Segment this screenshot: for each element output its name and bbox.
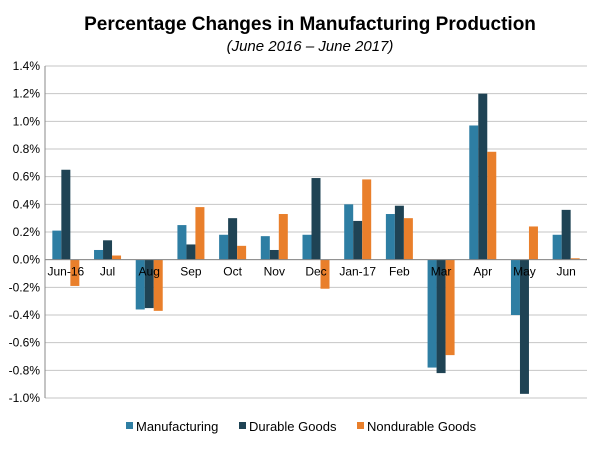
bar-nondurable-goods [195,207,205,260]
y-tick-label: -0.2% [9,280,41,294]
bar-durable-goods [269,249,279,260]
chart-subtitle: (June 2016 – June 2017) [227,38,394,55]
bar-durable-goods [186,244,196,260]
y-axis-ticks: -1.0% -0.8% -0.6% -0.4% -0.2% 0.0% 0.2% 0.4% 0.6… [9,59,41,405]
bar-manufacturing [177,225,187,260]
bars [52,93,580,394]
x-category-label: Apr [473,265,492,279]
bar-nondurable-goods [278,214,288,260]
x-category-label: Jun-16 [47,265,84,279]
bar-durable-goods [311,178,321,260]
bar-nondurable-goods [362,179,372,260]
x-category-label: Mar [431,265,452,279]
y-tick-label: 0.8% [13,142,41,156]
y-tick-label: 0.6% [13,170,41,184]
bar-nondurable-goods [70,259,80,286]
bar-durable-goods [61,169,71,260]
legend-swatch [357,422,364,429]
bar-nondurable-goods [403,218,413,260]
bar-nondurable-goods [445,259,455,356]
legend-swatch [126,422,133,429]
legend-label: Nondurable Goods [367,419,477,434]
x-category-label: Jun [556,265,575,279]
x-category-label: Oct [223,265,242,279]
bar-nondurable-goods [153,259,163,311]
bar-manufacturing [52,230,62,260]
bar-durable-goods [561,209,571,260]
category-labels: Jun-16 Jul Aug Sep Oct Nov Dec Jan-17 Feb Mar Apr M… [47,265,575,279]
legend-label: Manufacturing [136,419,218,434]
chart-title: Percentage Changes in Manufacturing Prod… [84,14,536,35]
legend-label: Durable Goods [249,419,337,434]
bar-durable-goods [228,218,238,260]
bar-manufacturing [219,234,229,260]
bar-nondurable-goods [320,259,330,289]
x-category-label: Jan-17 [339,265,376,279]
bar-durable-goods [103,240,113,260]
bar-durable-goods [144,259,154,309]
y-tick-label: 0.0% [13,253,41,267]
bar-manufacturing [302,234,312,260]
bar-nondurable-goods [487,151,497,260]
bar-manufacturing [94,249,104,260]
y-tick-label: -0.6% [9,336,41,350]
y-tick-label: 1.2% [13,87,41,101]
x-category-label: Sep [180,265,202,279]
legend-swatch [239,422,246,429]
y-tick-label: -0.4% [9,308,41,322]
bar-nondurable-goods [570,258,580,260]
x-category-label: Nov [264,265,285,279]
legend: Manufacturing Durable Goods Nondurable Goo… [126,419,477,434]
bar-manufacturing [510,259,520,315]
bar-manufacturing [469,125,479,260]
bar-durable-goods [478,93,488,260]
y-tick-label: -0.8% [9,363,41,377]
y-tick-label: 1.0% [13,114,41,128]
y-tick-label: 0.2% [13,225,41,239]
bar-manufacturing [260,236,270,260]
x-category-label: Aug [139,265,160,279]
x-category-label: Feb [389,265,410,279]
y-tick-label: -1.0% [9,391,41,405]
y-tick-label: 0.4% [13,197,41,211]
bar-nondurable-goods [112,255,122,260]
y-tick-label: 1.4% [13,59,41,73]
bar-manufacturing [385,214,395,260]
bar-manufacturing [344,204,354,260]
bar-durable-goods [353,220,363,260]
x-category-label: May [513,265,536,279]
x-category-label: Jul [100,265,115,279]
bar-durable-goods [394,205,404,260]
bar-durable-goods [436,259,446,374]
x-category-label: Dec [305,265,326,279]
bar-manufacturing [135,259,145,310]
bar-nondurable-goods [237,245,247,260]
bar-durable-goods [519,259,529,394]
bar-manufacturing [427,259,437,368]
bar-nondurable-goods [528,226,538,260]
bar-manufacturing [552,234,562,260]
